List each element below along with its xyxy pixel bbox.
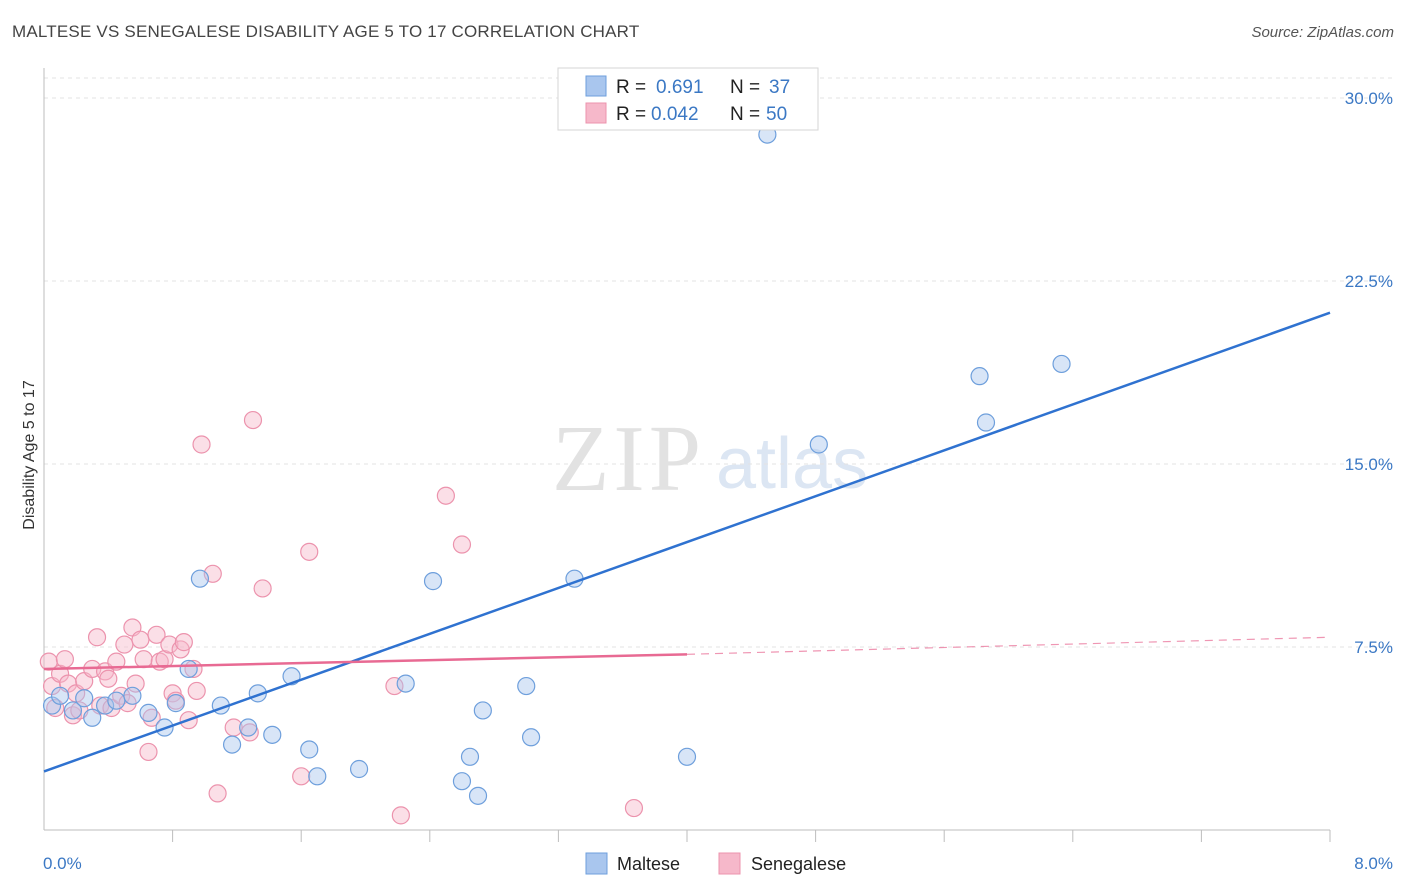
legend-swatch-senegalese [585, 102, 607, 124]
maltese-point [809, 435, 828, 454]
maltese-point [308, 767, 327, 786]
maltese-point [123, 686, 142, 705]
watermark: ZIP atlas [552, 407, 868, 511]
maltese-point [166, 694, 185, 713]
y-tick-label: 15.0% [1345, 455, 1393, 474]
maltese-point [423, 572, 443, 591]
senegalese-point [155, 650, 174, 669]
senegalese-point [87, 628, 107, 647]
senegalese-point [147, 625, 166, 644]
maltese-point [396, 674, 415, 693]
maltese-point [677, 747, 697, 766]
maltese-point [222, 735, 242, 754]
maltese-point [1052, 354, 1071, 374]
senegalese-point [452, 535, 472, 554]
maltese-point [190, 569, 210, 588]
senegalese-point [624, 798, 644, 818]
maltese-point [349, 759, 369, 779]
maltese-point [239, 718, 258, 737]
senegalese-point [192, 435, 211, 454]
legend-n-label-senegalese: N = [730, 104, 760, 125]
maltese-point [263, 725, 282, 744]
senegalese-point [55, 650, 74, 669]
maltese-point [460, 747, 480, 766]
legend-n-value-senegalese: 50 [766, 104, 787, 125]
y-axis-title: Disability Age 5 to 17 [21, 380, 38, 530]
senegalese-point [115, 635, 134, 654]
legend-r-label-senegalese: R = [616, 104, 646, 125]
senegalese-point [99, 669, 118, 688]
watermark-zip: ZIP [552, 407, 705, 511]
senegalese-point [131, 630, 150, 649]
maltese-point [970, 367, 989, 386]
senegalese-point [253, 579, 272, 598]
senegalese-point [292, 767, 311, 786]
maltese-point [473, 701, 492, 720]
maltese-point [452, 772, 472, 791]
senegalese-point [208, 784, 227, 803]
senegalese-point [160, 635, 179, 654]
maltese-point [83, 708, 102, 727]
legend-n-label-maltese: N = [730, 77, 760, 98]
legend-r-label-maltese: R = [616, 77, 646, 98]
bottom-legend-swatch-senegalese [718, 852, 741, 875]
senegalese-point [391, 806, 410, 825]
senegalese-point [142, 708, 161, 727]
source-label: Source: ZipAtlas.com [1251, 24, 1394, 41]
senegalese-point [243, 410, 263, 430]
senegalese-point [300, 542, 319, 561]
senegalese-trend-extension [686, 636, 1331, 655]
maltese-point [107, 691, 126, 710]
x-tick-label-max: 8.0% [1354, 854, 1393, 873]
bottom-legend-label-maltese: Maltese [617, 854, 680, 874]
maltese-point [50, 686, 70, 705]
senegalese-point [187, 681, 206, 701]
bottom-legend-label-senegalese: Senegalese [751, 854, 846, 874]
legend-r-value-maltese: 0.691 [656, 77, 704, 98]
y-tick-labels: 7.5% 15.0% 22.5% 30.0% [1345, 89, 1393, 657]
maltese-point [63, 701, 83, 720]
y-tick-label: 7.5% [1354, 638, 1393, 657]
senegalese-point [139, 742, 158, 762]
maltese-point [468, 786, 488, 805]
y-tick-label: 22.5% [1345, 272, 1393, 291]
maltese-point [179, 659, 198, 679]
bottom-legend: Maltese Senegalese [585, 852, 846, 875]
senegalese-point [174, 633, 193, 652]
x-tick-label-min: 0.0% [43, 854, 82, 873]
legend-swatch-maltese [585, 75, 607, 97]
maltese-point [95, 696, 115, 715]
maltese-point [976, 413, 996, 432]
senegalese-trend-line [43, 653, 688, 671]
maltese-point [300, 740, 319, 759]
maltese-point [139, 703, 158, 722]
legend-r-value-senegalese: 0.042 [651, 104, 699, 125]
maltese-point [521, 728, 541, 747]
senegalese-point [134, 650, 153, 669]
maltese-point [75, 689, 94, 708]
series-senegalese-points [39, 410, 644, 825]
chart-title: MALTESE VS SENEGALESE DISABILITY AGE 5 T… [12, 22, 640, 41]
senegalese-point [436, 486, 455, 505]
legend-n-value-maltese: 37 [769, 77, 790, 98]
legend-box: R = 0.691 N = 37 R = 0.042 N = 50 [557, 67, 819, 131]
x-ticks [172, 830, 1331, 842]
trend-lines [43, 311, 1331, 773]
maltese-point [517, 676, 536, 696]
y-tick-label: 30.0% [1345, 89, 1393, 108]
maltese-trend-line [43, 311, 1331, 773]
senegalese-point [385, 676, 404, 696]
senegalese-point [107, 652, 126, 671]
bottom-legend-swatch-maltese [585, 852, 608, 875]
